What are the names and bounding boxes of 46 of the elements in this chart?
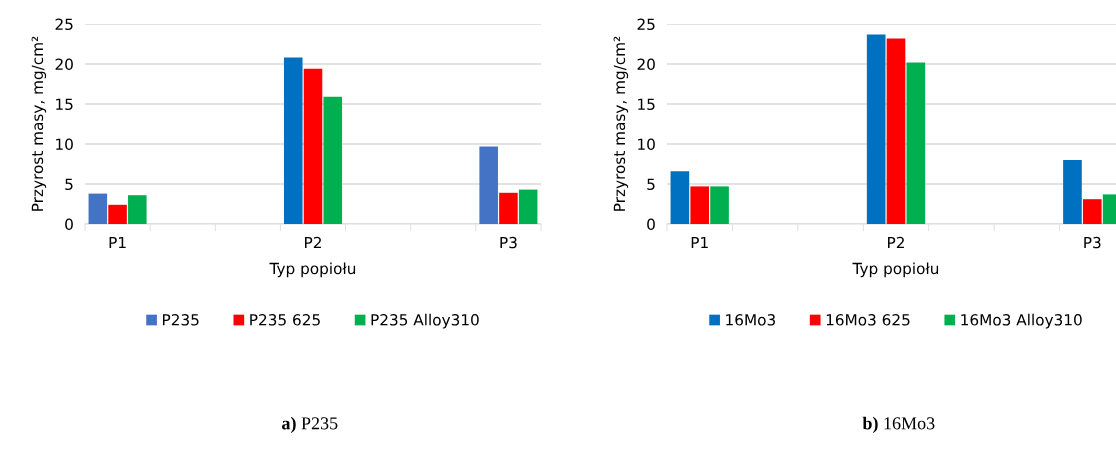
bar [499, 192, 518, 224]
bar [88, 193, 108, 224]
x-tick-label: P2 [305, 236, 321, 249]
y-tick-label: 0 [647, 218, 655, 231]
bar [1063, 160, 1082, 224]
legend-label: P235 625 [250, 314, 320, 326]
x-axis-title: Typ popiołu [852, 262, 939, 278]
bar [886, 38, 906, 224]
bar [479, 146, 498, 224]
y-axis-title: Przyrost masy, mg/cm² [31, 36, 47, 211]
bar [128, 195, 147, 224]
bar [323, 96, 343, 224]
y-tick-label: 15 [56, 98, 73, 111]
y-tick-label: 0 [65, 218, 73, 231]
legend-label: 16Mo3 Alloy310 [961, 313, 1082, 329]
legend-label: P235 Alloy310 [371, 313, 479, 329]
legend-label: 16Mo3 [726, 314, 775, 326]
x-tick-label: P2 [888, 236, 904, 249]
bar [906, 62, 926, 224]
y-tick-label: 5 [647, 178, 655, 191]
legend-label: 16Mo3 625 [826, 314, 910, 326]
bar [518, 189, 538, 224]
y-tick-label: 15 [638, 98, 655, 111]
y-tick-label: 20 [637, 58, 655, 71]
y-axis-title: Przyrost masy, mg/cm² [613, 36, 629, 211]
x-tick-label: P3 [500, 236, 517, 249]
text: a) P235 [282, 416, 338, 434]
y-tick-label: 10 [638, 138, 655, 151]
bar [690, 186, 710, 224]
x-tick-label: P1 [109, 236, 126, 249]
bar [303, 68, 323, 224]
y-tick-label: 5 [65, 178, 73, 191]
bar [670, 171, 690, 224]
legend-label: P235 [163, 314, 199, 326]
y-tick-label: 25 [55, 18, 73, 31]
y-tick-label: 25 [637, 18, 655, 31]
bar [283, 57, 303, 224]
y-tick-label: 10 [56, 138, 73, 151]
y-tick-label: 20 [55, 58, 73, 71]
x-tick-label: P1 [691, 236, 708, 249]
bar [108, 204, 127, 224]
text: b) 16Mo3 [862, 416, 935, 434]
bar [866, 34, 886, 224]
x-tick-label: P3 [1084, 236, 1101, 249]
bar [710, 186, 729, 224]
x-axis-title: Typ popiołu [269, 262, 356, 278]
